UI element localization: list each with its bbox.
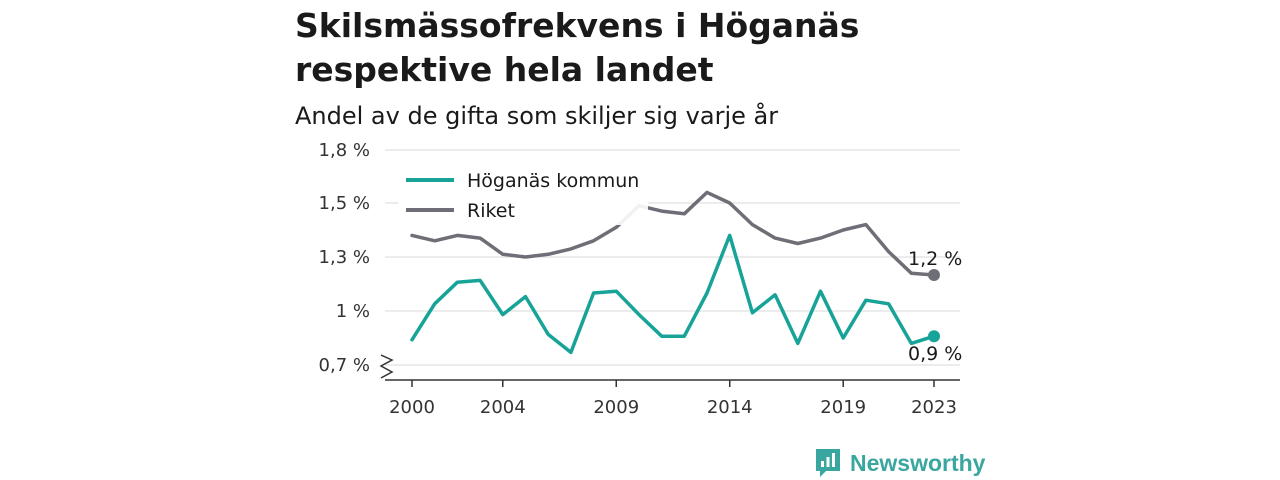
- chart-title: Skilsmässofrekvens i Höganäs respektive …: [295, 6, 860, 89]
- legend-label: Riket: [467, 200, 515, 222]
- legend-background: [398, 163, 648, 225]
- end-labels: 0,9 % 1,2 %: [908, 248, 962, 365]
- series-lines: [410, 190, 940, 355]
- x-tick-label: 2023: [911, 397, 957, 418]
- x-tick-label: 2004: [480, 397, 526, 418]
- x-axis: [379, 354, 960, 381]
- gridlines: [385, 149, 960, 366]
- brand-logo: Newsworthy: [814, 446, 985, 480]
- x-tick-label: 2014: [707, 397, 753, 418]
- y-tick-label: 1,8 %: [319, 140, 370, 161]
- brand-name: Newsworthy: [850, 449, 986, 476]
- end-value-label: 0,9 %: [908, 343, 962, 365]
- legend: Höganäs kommun Riket: [398, 163, 648, 225]
- x-tick-label: 2000: [389, 397, 435, 418]
- y-tick-label: 1,5 %: [319, 193, 370, 214]
- y-axis-ticks: 0,7 % 1 % 1,3 % 1,5 % 1,8 %: [319, 140, 370, 376]
- newsworthy-logo-icon: [816, 449, 840, 477]
- x-axis-ticks: 2000 2004 2009 2014 2019 2023: [389, 380, 957, 418]
- series-line-1: [410, 190, 936, 277]
- y-tick-label: 1,3 %: [319, 247, 370, 268]
- y-tick-label: 0,7 %: [319, 355, 370, 376]
- legend-label: Höganäs kommun: [467, 170, 639, 192]
- y-tick-label: 1 %: [336, 301, 370, 322]
- end-point-0: [928, 330, 940, 343]
- x-tick-label: 2019: [820, 397, 866, 418]
- series-line-0: [410, 233, 936, 355]
- end-point-1: [928, 269, 940, 281]
- x-tick-label: 2009: [593, 397, 639, 418]
- chart-subtitle: Andel av de gifta som skiljer sig varje …: [295, 102, 779, 130]
- end-value-label: 1,2 %: [908, 248, 962, 270]
- axis-break-icon: [379, 354, 394, 379]
